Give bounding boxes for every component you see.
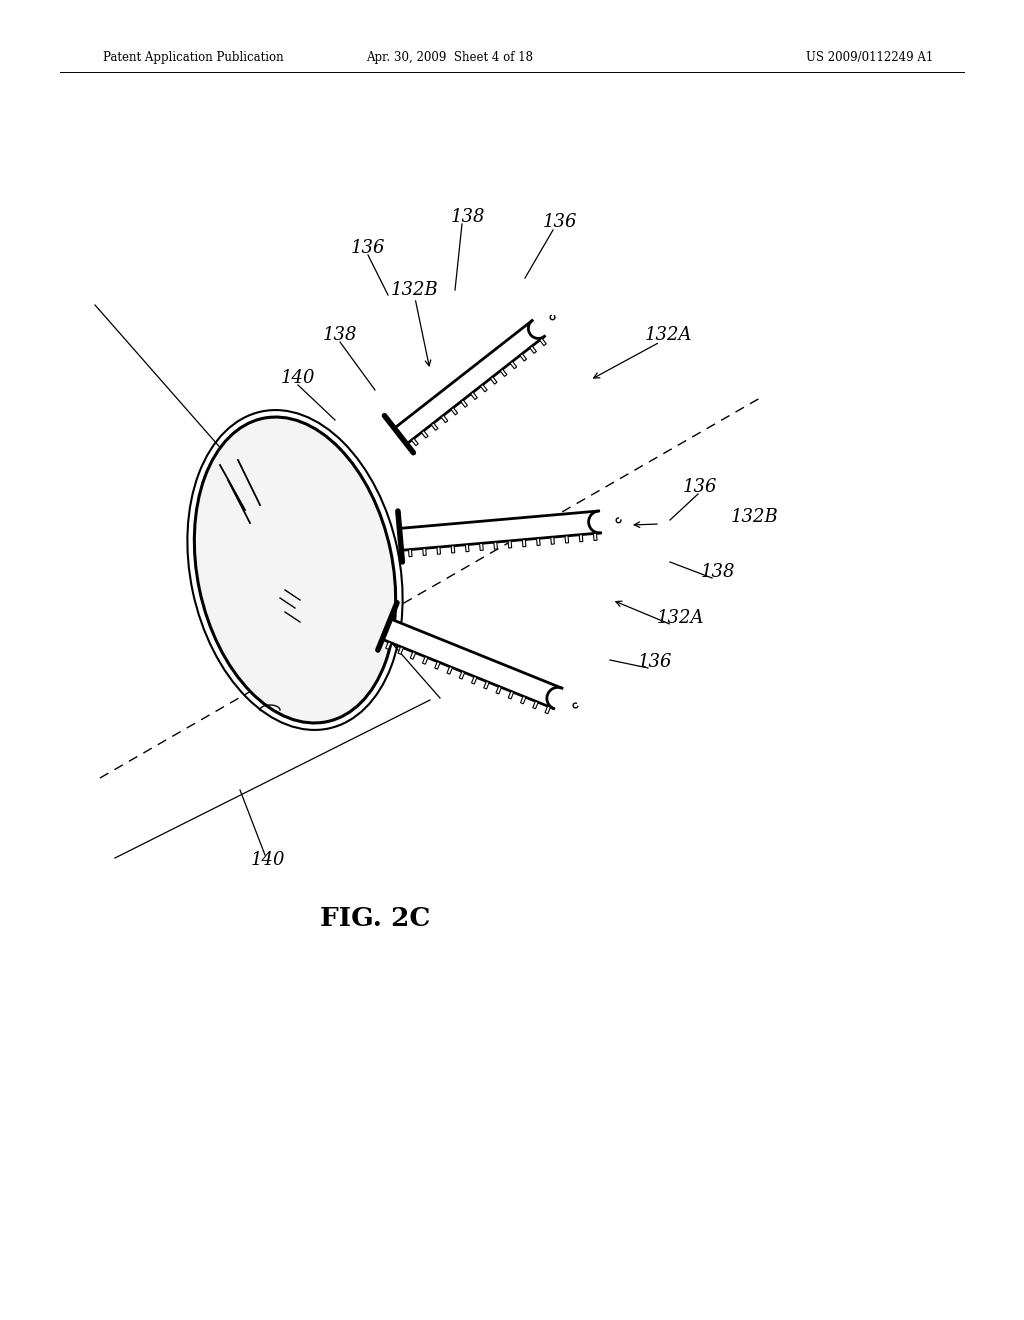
Polygon shape xyxy=(494,543,498,549)
Polygon shape xyxy=(565,536,568,543)
Text: 140: 140 xyxy=(251,851,286,869)
Polygon shape xyxy=(465,544,469,552)
Polygon shape xyxy=(537,539,540,545)
Polygon shape xyxy=(508,692,514,698)
Polygon shape xyxy=(412,438,418,446)
Polygon shape xyxy=(520,354,526,362)
Text: 138: 138 xyxy=(451,209,485,226)
Text: 132B: 132B xyxy=(731,508,779,525)
Text: 136: 136 xyxy=(683,478,717,496)
Text: Apr. 30, 2009  Sheet 4 of 18: Apr. 30, 2009 Sheet 4 of 18 xyxy=(367,51,534,65)
Polygon shape xyxy=(441,416,447,422)
Polygon shape xyxy=(451,408,458,414)
Polygon shape xyxy=(580,535,583,541)
Text: US 2009/0112249 A1: US 2009/0112249 A1 xyxy=(806,51,934,65)
Polygon shape xyxy=(483,681,489,689)
Polygon shape xyxy=(399,511,601,550)
Polygon shape xyxy=(510,362,517,368)
Text: 136: 136 xyxy=(638,653,672,671)
Polygon shape xyxy=(532,701,539,709)
Polygon shape xyxy=(496,686,502,694)
Text: 132A: 132A xyxy=(656,609,703,627)
Polygon shape xyxy=(459,672,465,678)
Polygon shape xyxy=(508,541,512,548)
Text: 138: 138 xyxy=(323,326,357,345)
Polygon shape xyxy=(386,642,391,649)
Polygon shape xyxy=(437,546,440,554)
Polygon shape xyxy=(522,540,526,546)
Text: 136: 136 xyxy=(351,239,385,257)
Polygon shape xyxy=(479,544,483,550)
Polygon shape xyxy=(471,392,477,400)
Polygon shape xyxy=(461,400,468,408)
Polygon shape xyxy=(471,676,477,684)
Polygon shape xyxy=(540,338,546,346)
Polygon shape xyxy=(520,696,526,704)
Text: FIG. 2C: FIG. 2C xyxy=(319,906,430,931)
Ellipse shape xyxy=(195,417,395,723)
Polygon shape xyxy=(594,533,597,540)
Text: 132B: 132B xyxy=(391,281,439,300)
Polygon shape xyxy=(551,537,554,544)
Polygon shape xyxy=(490,376,497,384)
Polygon shape xyxy=(447,667,453,675)
Polygon shape xyxy=(394,321,545,444)
Polygon shape xyxy=(423,548,426,556)
Text: 136: 136 xyxy=(543,213,578,231)
Polygon shape xyxy=(431,422,438,430)
Text: 138: 138 xyxy=(700,564,735,581)
Polygon shape xyxy=(409,549,412,557)
Polygon shape xyxy=(529,346,537,354)
Polygon shape xyxy=(480,384,487,392)
Polygon shape xyxy=(423,656,428,664)
Polygon shape xyxy=(411,652,416,659)
Polygon shape xyxy=(382,619,562,709)
Text: Patent Application Publication: Patent Application Publication xyxy=(103,51,284,65)
Polygon shape xyxy=(398,647,403,655)
Text: 132A: 132A xyxy=(644,326,692,345)
Text: 140: 140 xyxy=(281,370,315,387)
Polygon shape xyxy=(500,370,507,376)
Polygon shape xyxy=(422,430,428,438)
Polygon shape xyxy=(545,706,551,714)
Polygon shape xyxy=(452,545,455,553)
Polygon shape xyxy=(435,661,440,669)
